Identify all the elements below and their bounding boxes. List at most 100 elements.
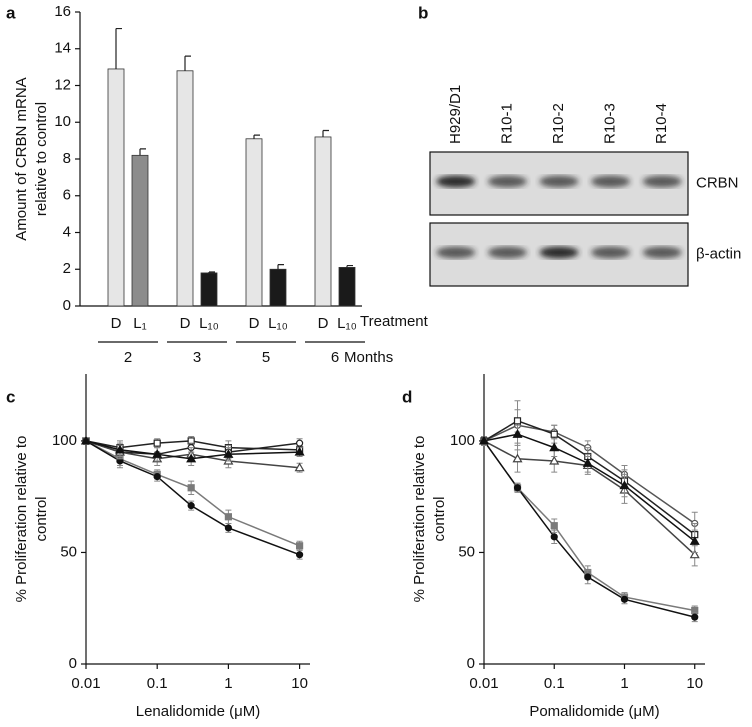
marker — [294, 462, 305, 472]
marker — [295, 439, 304, 447]
marker — [512, 429, 523, 438]
y-tick-label: 0 — [69, 655, 77, 672]
group-label: 5 — [262, 349, 270, 366]
marker — [295, 542, 304, 550]
bar — [176, 70, 194, 307]
y-axis-label: control — [33, 496, 50, 541]
marker — [584, 573, 592, 581]
marker — [224, 513, 232, 521]
marker — [114, 444, 126, 454]
x-tick-label: 0.1 — [147, 675, 168, 692]
x-tick-label: 1 — [620, 675, 628, 692]
marker — [689, 536, 700, 545]
bar — [200, 272, 218, 307]
marker — [187, 502, 195, 510]
lane-label: R10-2 — [550, 103, 567, 144]
lane-label: R10-1 — [498, 103, 515, 144]
error-bar — [322, 129, 329, 137]
marker — [187, 484, 195, 492]
x-tick-label: D — [249, 315, 260, 332]
error-bar — [184, 55, 191, 71]
x-tick-label: 0.01 — [469, 675, 498, 692]
marker — [223, 449, 234, 458]
marker — [295, 551, 304, 559]
y-tick-label: 0 — [63, 297, 71, 314]
error-bar — [253, 134, 260, 139]
bar — [107, 68, 125, 307]
band — [642, 246, 682, 259]
y-axis-label: % Proliferation relative to — [13, 436, 30, 603]
group-label: 2 — [124, 349, 132, 366]
x-tick-label: 10 — [291, 675, 308, 692]
x-tick-label: 10 — [686, 675, 703, 692]
y-tick-label: 0 — [467, 655, 475, 672]
marker — [582, 458, 593, 467]
marker — [80, 435, 92, 445]
band — [642, 175, 682, 188]
y-tick-label: 16 — [54, 3, 71, 20]
series-line — [85, 440, 300, 460]
marker — [620, 595, 629, 603]
lane-label: H929/D1 — [447, 85, 464, 144]
error-bar — [208, 271, 215, 273]
bar — [338, 267, 356, 307]
y-tick-label: 50 — [458, 543, 475, 560]
y-tick-label: 14 — [54, 40, 71, 57]
band — [487, 175, 528, 188]
marker — [513, 417, 522, 425]
x-tick-label: 0.1 — [544, 675, 565, 692]
y-tick-label: 50 — [60, 543, 77, 560]
x-tick-label: L₁₀ — [268, 315, 288, 332]
series-line — [483, 424, 696, 525]
panel-label: d — [402, 387, 412, 406]
marker — [550, 533, 558, 541]
error-bar — [115, 27, 122, 69]
marker — [619, 480, 630, 490]
y-tick-label: 12 — [54, 76, 71, 93]
series-line — [483, 440, 695, 618]
marker — [550, 522, 558, 530]
error-bar — [346, 264, 353, 268]
y-tick-label: 100 — [52, 432, 77, 449]
marker — [549, 442, 560, 452]
panel-label: a — [6, 3, 16, 22]
band — [487, 246, 528, 259]
group-label: 6 — [331, 349, 339, 366]
y-tick-label: 6 — [63, 187, 71, 204]
panel-label: b — [418, 3, 428, 22]
x-tick-label: D — [111, 315, 122, 332]
bar — [269, 268, 287, 307]
group-label: 3 — [193, 349, 201, 366]
x-tick-label: 0.01 — [71, 675, 100, 692]
band — [436, 246, 476, 259]
y-axis-label: Amount of CRBN mRNA — [13, 77, 30, 240]
y-tick-label: 4 — [63, 223, 71, 240]
y-tick-label: 8 — [63, 150, 71, 167]
bar — [314, 136, 332, 307]
band — [539, 175, 579, 188]
marker — [513, 484, 522, 492]
row-label: β-actin — [696, 245, 741, 262]
x-axis-label: Treatment — [360, 313, 429, 330]
x-tick-label: 1 — [224, 675, 232, 692]
y-axis-label: control — [431, 496, 448, 541]
series-line — [85, 440, 300, 451]
y-tick-label: 2 — [63, 260, 71, 277]
marker — [478, 435, 490, 445]
lane-label: R10-3 — [602, 103, 619, 144]
marker — [224, 524, 232, 532]
marker — [691, 613, 699, 621]
group-axis-label: Months — [344, 349, 393, 366]
row-label: CRBN — [696, 174, 739, 191]
band — [539, 246, 579, 259]
lane-label: R10-4 — [653, 103, 670, 144]
y-tick-label: 100 — [450, 432, 475, 449]
series-line — [85, 440, 300, 547]
marker — [152, 449, 163, 458]
band — [590, 246, 631, 259]
series-line — [483, 433, 696, 542]
marker — [512, 453, 523, 463]
bar — [131, 154, 149, 307]
x-tick-label: L₁₀ — [199, 315, 219, 332]
